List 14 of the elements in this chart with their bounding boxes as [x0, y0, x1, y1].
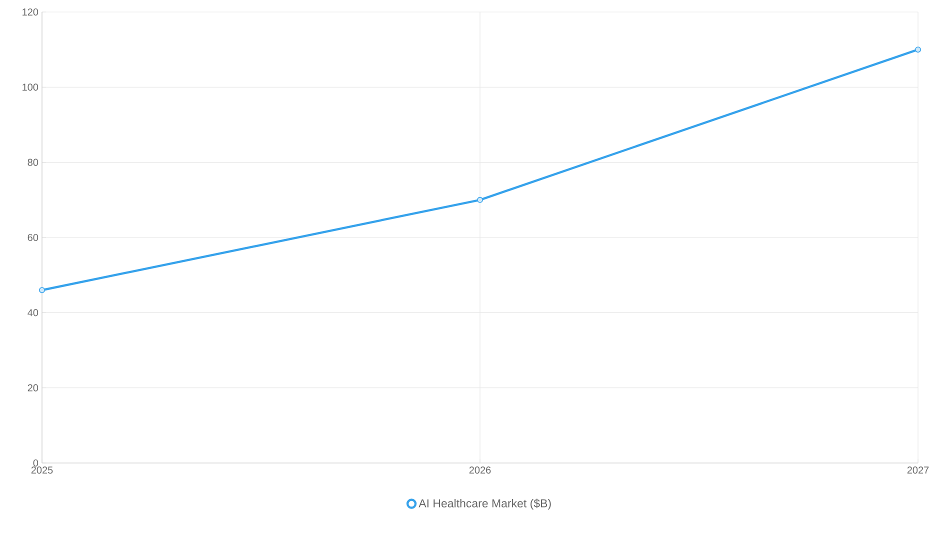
- y-tick-label: 100: [22, 84, 38, 91]
- y-tick-label: 40: [28, 309, 38, 316]
- y-tick-label: 60: [28, 234, 38, 242]
- point: [39, 287, 46, 294]
- point: [477, 196, 484, 203]
- y-tick-label: 80: [28, 158, 38, 166]
- y-tick-label: 0: [33, 459, 38, 467]
- y-tick-label: 120: [22, 8, 38, 16]
- x-tick-label: 2025: [31, 466, 53, 474]
- y-tick-label: 20: [28, 384, 38, 392]
- legend-label: AI Healthcare Market ($B): [418, 498, 551, 510]
- x-tick-label: 2027: [907, 466, 929, 474]
- point: [915, 46, 922, 53]
- x-tick-label: 2026: [469, 466, 491, 474]
